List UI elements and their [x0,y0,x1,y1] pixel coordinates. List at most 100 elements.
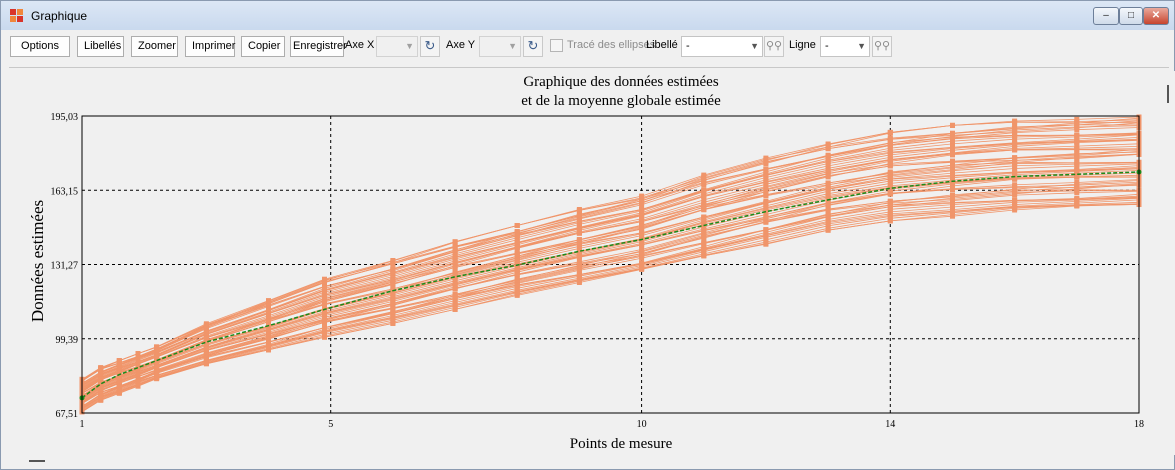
data-point-marker [514,229,520,235]
data-point-marker [514,223,520,228]
axe-x-rotate-arrow-icon[interactable]: ↻ [420,36,440,57]
data-point-marker [322,302,327,308]
libelle-select[interactable]: - ▼ [681,36,763,57]
ligne-value: - [825,40,829,52]
individual-series-line [81,162,1140,397]
vertical-scrollbar[interactable] [1163,71,1175,455]
data-point-marker [135,359,141,364]
data-point-marker [154,352,160,358]
data-point-marker [639,225,645,231]
data-point-marker [639,207,645,212]
line-chart: Graphique des données estimées et de la … [28,74,1144,452]
data-point-marker [639,210,645,216]
scroll-thumb[interactable] [1167,85,1169,103]
copier-button[interactable]: Copier [241,36,285,57]
maximize-button[interactable]: □ [1119,7,1143,25]
individual-series-line [81,197,1140,410]
data-point-marker [763,175,769,180]
data-point-marker [763,159,769,165]
data-point-marker [763,203,769,209]
axe-x-label: Axe X : [345,39,381,51]
zoomer-button[interactable]: Zoomer [131,36,178,57]
y-tick-label: 131,27 [51,261,79,272]
data-point-marker [322,298,327,304]
data-point-marker [1074,160,1080,166]
data-point-marker [763,234,769,240]
axe-y-rotate-arrow-icon[interactable]: ↻ [523,36,543,57]
data-point-marker [887,142,893,148]
x-axis-label: Points de mesure [570,436,673,452]
data-point-marker [887,212,893,218]
data-point-marker [887,209,893,215]
y-tick-label: 163,15 [51,186,79,197]
data-point-marker [825,221,831,227]
individual-series-line [81,199,1140,410]
imprimer-button[interactable]: Imprimer [185,36,235,57]
data-point-marker [1012,132,1018,138]
data-point-marker [1074,170,1080,176]
libelles-button[interactable]: Libellés [77,36,124,57]
data-point-marker [639,230,645,236]
plot-frame [81,115,1140,414]
data-point-marker [116,374,122,380]
ligne-select[interactable]: - ▼ [820,36,870,57]
data-point-marker [390,300,396,306]
data-point-marker [322,311,327,317]
data-point-marker [116,388,122,394]
minimize-button[interactable]: – [1093,7,1119,25]
data-point-marker [950,159,955,165]
data-point-marker [452,254,458,260]
data-point-marker [452,259,458,265]
close-button[interactable]: ✕ [1143,7,1169,25]
individual-series-line [81,183,1140,404]
toolbar: Options Libellés Zoomer Imprimer Copier … [5,31,1170,61]
chevron-down-icon: ▼ [508,41,517,51]
data-point-marker [452,272,458,278]
scroll-thumb[interactable] [29,460,45,462]
data-point-marker [154,347,160,353]
x-tick-label: 1 [80,419,85,430]
axe-y-select[interactable]: ▼ [479,36,521,57]
data-point-marker [701,217,707,223]
data-point-marker [825,141,831,147]
data-point-marker [576,266,582,272]
data-point-marker [452,244,458,250]
chart-panel: Graphique des données estimées et de la … [12,71,1165,455]
enregistrer-button[interactable]: Enregistrer [290,36,347,57]
data-point-marker [452,285,458,291]
data-point-marker [1012,155,1018,161]
data-point-marker [950,197,955,202]
data-point-marker [701,204,707,210]
y-axis-label: Données estimées [28,200,47,322]
horizontal-scrollbar[interactable] [12,457,1162,469]
ellipses-checkbox[interactable] [550,39,563,52]
options-button[interactable]: Options [10,36,70,57]
individual-series-line [81,193,1140,407]
data-point-marker [390,281,396,286]
data-point-marker [825,214,831,220]
data-point-marker [763,155,769,161]
axe-x-select[interactable]: ▼ [376,36,418,57]
data-point-marker [452,302,458,308]
data-point-marker [639,260,645,266]
libelle-binoculars-icon[interactable]: ⚲⚲ [764,36,784,57]
data-point-marker [887,218,893,224]
data-point-marker [452,294,458,300]
data-point-marker [322,288,327,293]
data-point-marker [950,208,955,214]
data-point-marker [1012,118,1018,124]
data-point-marker [701,222,707,227]
data-point-marker [1012,191,1018,197]
data-point-marker [322,320,327,325]
data-point-marker [116,378,122,384]
individual-series-line [81,180,1140,404]
data-point-marker [98,366,104,372]
data-point-marker [1012,182,1018,188]
window-title: Graphique [31,9,88,23]
data-point-marker [514,239,520,245]
data-point-marker [390,316,396,322]
ligne-binoculars-icon[interactable]: ⚲⚲ [872,36,892,57]
toolbar-separator [9,67,1169,68]
data-point-marker [950,172,955,178]
data-point-marker [1012,126,1018,132]
